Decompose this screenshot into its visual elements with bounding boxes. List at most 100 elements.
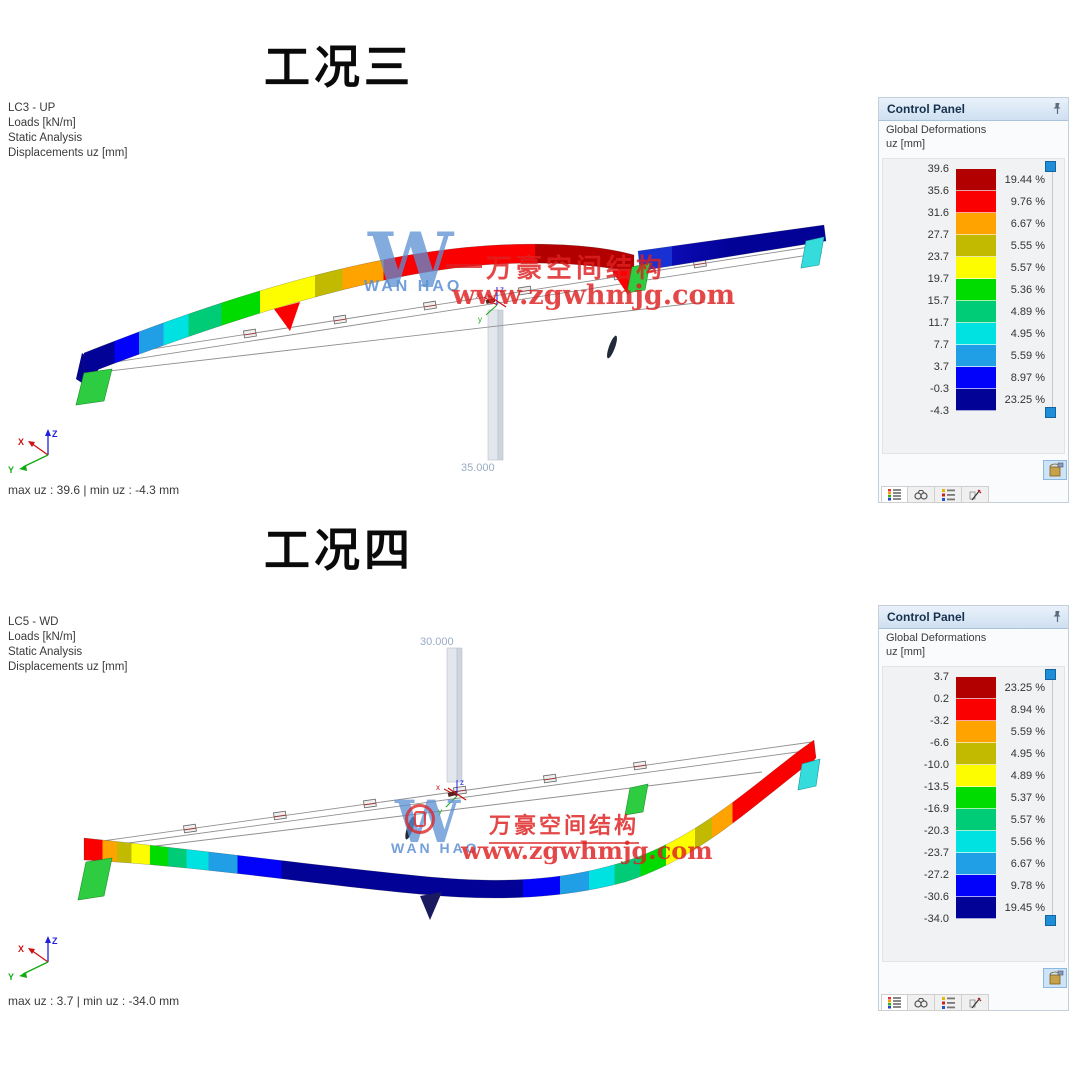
scale-band xyxy=(956,765,996,787)
scale-value: -0.3 xyxy=(930,383,949,395)
panel-quantity-label: uz [mm] xyxy=(886,138,926,150)
scene2-info-block: LC5 - WD Loads [kN/m] Static Analysis Di… xyxy=(8,615,128,675)
scale-percent: 6.67 % xyxy=(1010,858,1045,870)
scale-percent: 4.89 % xyxy=(1010,306,1045,318)
scale-percent: 23.25 % xyxy=(1004,682,1045,694)
svg-text:z: z xyxy=(500,285,504,294)
axis-triad: Z X Y xyxy=(8,936,58,980)
scale-percent: 5.59 % xyxy=(1010,350,1045,362)
pin-icon[interactable] xyxy=(1052,610,1063,623)
scale-value: 39.6 xyxy=(927,163,949,175)
scale-value: 19.7 xyxy=(927,273,949,285)
scale-band xyxy=(956,897,996,919)
panel-group-label: Global Deformations xyxy=(886,124,987,136)
svg-text:y: y xyxy=(438,807,442,816)
scale-band xyxy=(956,853,996,875)
dark-flange-wedge xyxy=(420,892,442,920)
legend-list-icon xyxy=(941,488,955,501)
scale-value: -27.2 xyxy=(923,869,949,881)
scale-value: 31.6 xyxy=(927,207,949,219)
scale-slider-track xyxy=(1052,171,1053,411)
scale-slider-handle-top[interactable] xyxy=(1045,669,1056,680)
tab-visibility[interactable] xyxy=(908,486,935,503)
scale-slider-handle-bottom[interactable] xyxy=(1045,407,1056,418)
tab-display-properties[interactable] xyxy=(962,994,989,1011)
column-bottom-axes: z x y xyxy=(436,778,467,816)
scale-slider-track xyxy=(1052,679,1053,919)
paint-bucket-icon xyxy=(1049,462,1064,477)
result-type-label: Displacements uz [mm] xyxy=(8,147,128,159)
analysis-type-label: Static Analysis xyxy=(8,646,83,658)
control-panel-2: Control Panel Global Deformations uz [mm… xyxy=(878,605,1069,1011)
scale-value: 15.7 xyxy=(927,295,949,307)
tab-legend[interactable] xyxy=(935,994,962,1011)
scene1-result-text: max uz : 39.6 | min uz : -4.3 mm xyxy=(8,483,180,497)
tab-display-properties[interactable] xyxy=(962,486,989,503)
scale-band xyxy=(956,831,996,853)
scale-band xyxy=(956,301,996,323)
support-mid xyxy=(626,262,651,294)
scene1-3d-view: z x y xyxy=(75,224,827,461)
svg-text:Z: Z xyxy=(52,936,58,946)
svg-text:z: z xyxy=(460,778,464,787)
scale-value: -30.6 xyxy=(923,891,949,903)
tab-visibility[interactable] xyxy=(908,994,935,1011)
scale-percent: 8.94 % xyxy=(1010,704,1045,716)
scale-slider-handle-bottom[interactable] xyxy=(1045,915,1056,926)
tab-color-scale[interactable] xyxy=(881,994,908,1011)
control-panel-header[interactable]: Control Panel xyxy=(879,606,1068,629)
scale-slider-handle-top[interactable] xyxy=(1045,161,1056,172)
scale-band xyxy=(956,677,996,699)
scale-value: 3.7 xyxy=(933,671,949,683)
control-panel-header[interactable]: Control Panel xyxy=(879,98,1068,121)
section2-title: 工况四 xyxy=(264,524,414,576)
scale-band xyxy=(956,345,996,367)
scale-value: 27.7 xyxy=(927,229,949,241)
scale-band xyxy=(956,279,996,301)
scale-percent: 5.57 % xyxy=(1010,814,1045,826)
scale-percent: 4.95 % xyxy=(1010,328,1045,340)
support-left xyxy=(77,857,113,901)
svg-text:y: y xyxy=(478,315,482,324)
pen-tool-icon xyxy=(969,489,981,500)
fill-color-button[interactable] xyxy=(1043,460,1067,480)
scale-percent: 9.76 % xyxy=(1010,196,1045,208)
scale-band xyxy=(956,389,996,411)
pin-icon[interactable] xyxy=(1052,102,1063,115)
scale-band xyxy=(956,699,996,721)
scale-band xyxy=(956,809,996,831)
color-scale: 39.6 35.6 31.6 27.7 23.7 19.7 15.7 11.7 … xyxy=(882,158,1065,454)
svg-text:Y: Y xyxy=(8,465,14,473)
scale-percent: 5.37 % xyxy=(1010,792,1045,804)
scale-value: -20.3 xyxy=(923,825,949,837)
scale-percent: 4.89 % xyxy=(1010,770,1045,782)
tab-legend[interactable] xyxy=(935,486,962,503)
svg-text:X: X xyxy=(18,437,24,447)
scale-band xyxy=(956,743,996,765)
pen-tool-icon xyxy=(969,997,981,1008)
panel-tab-strip xyxy=(881,486,989,503)
color-scale: 3.7 0.2 -3.2 -6.6 -10.0 -13.5 -16.9 -20.… xyxy=(882,666,1065,962)
scale-value: -23.7 xyxy=(923,847,949,859)
axis-triad: Z X Y xyxy=(8,429,58,473)
scale-percent: 6.67 % xyxy=(1010,218,1045,230)
scale-value: 0.2 xyxy=(933,693,949,705)
deformed-beam xyxy=(83,739,817,899)
scale-percent: 9.78 % xyxy=(1010,880,1045,892)
analysis-type-label: Static Analysis xyxy=(8,132,83,144)
result-type-label: Displacements uz [mm] xyxy=(8,661,128,673)
scale-percent: 23.25 % xyxy=(1004,394,1045,406)
loads-unit-label: Loads [kN/m] xyxy=(8,631,76,643)
scene2-result-text: max uz : 3.7 | min uz : -34.0 mm xyxy=(8,994,180,1008)
fill-color-button[interactable] xyxy=(1043,968,1067,988)
scale-percent: 5.56 % xyxy=(1010,836,1045,848)
scale-percent: 4.95 % xyxy=(1010,748,1045,760)
scale-value: 23.7 xyxy=(927,251,949,263)
support-mid xyxy=(624,783,649,816)
scale-band xyxy=(956,235,996,257)
tab-color-scale[interactable] xyxy=(881,486,908,503)
panel-tab-strip xyxy=(881,994,989,1011)
svg-text:Y: Y xyxy=(8,972,14,980)
scene2-3d-view: z x y xyxy=(77,647,821,920)
